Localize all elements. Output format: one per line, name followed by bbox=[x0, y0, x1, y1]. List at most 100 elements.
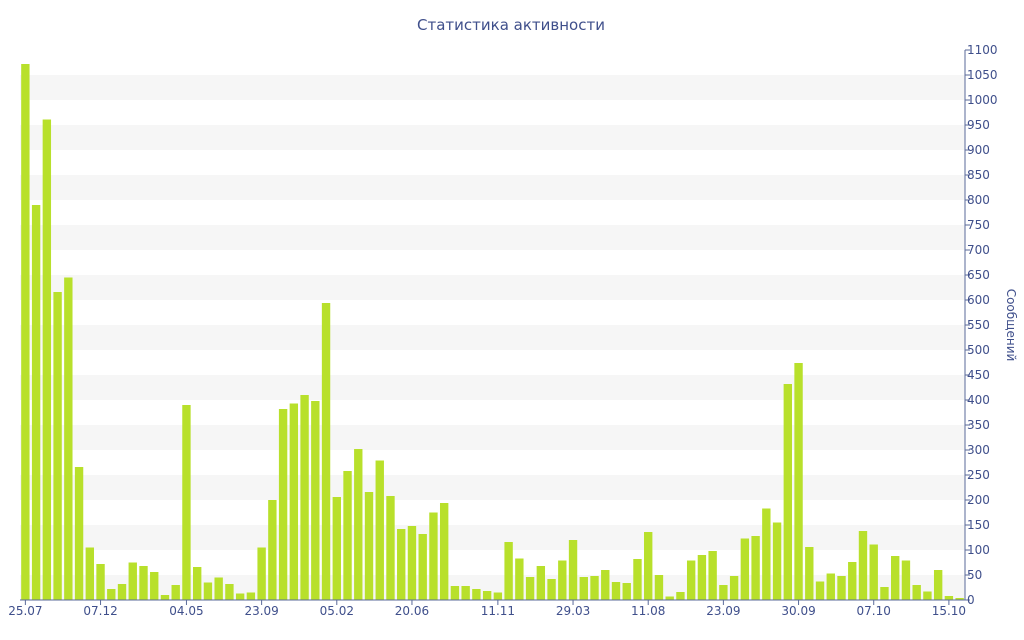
x-tick-label: 23.09 bbox=[244, 604, 278, 618]
bar bbox=[708, 551, 717, 600]
bar bbox=[654, 575, 664, 600]
bar bbox=[96, 564, 105, 600]
bar bbox=[880, 587, 889, 600]
bar bbox=[42, 119, 52, 600]
x-tick-label: 04.05 bbox=[169, 604, 203, 618]
y-tick-label: 800 bbox=[967, 193, 990, 207]
bar bbox=[772, 522, 782, 600]
bar bbox=[418, 534, 427, 600]
y-tick-label: 100 bbox=[967, 543, 990, 557]
bar bbox=[343, 471, 352, 600]
bar bbox=[869, 544, 878, 600]
bar bbox=[150, 572, 159, 600]
x-tick-label: 23.09 bbox=[706, 604, 740, 618]
bar bbox=[64, 277, 73, 600]
bar bbox=[107, 589, 116, 600]
grid-band bbox=[20, 125, 965, 150]
bar bbox=[783, 384, 792, 600]
bar bbox=[311, 401, 320, 600]
bar bbox=[891, 556, 900, 600]
bar bbox=[547, 579, 556, 600]
bar bbox=[300, 395, 309, 600]
bar bbox=[912, 585, 921, 600]
y-tick-label: 650 bbox=[967, 268, 990, 282]
bar bbox=[472, 589, 481, 600]
x-tick-label: 11.11 bbox=[481, 604, 515, 618]
bar bbox=[235, 593, 245, 600]
bar bbox=[160, 595, 170, 600]
grid-band bbox=[20, 275, 965, 300]
bar bbox=[665, 596, 674, 600]
bar bbox=[85, 547, 94, 600]
bar bbox=[257, 547, 266, 600]
bar bbox=[74, 467, 84, 600]
y-tick-label: 0 bbox=[967, 593, 975, 607]
y-tick-label: 150 bbox=[967, 518, 990, 532]
bar bbox=[203, 582, 213, 600]
grid-band bbox=[20, 425, 965, 450]
bar bbox=[407, 526, 417, 600]
y-tick-label: 750 bbox=[967, 218, 990, 232]
bar bbox=[332, 497, 341, 600]
bar bbox=[193, 567, 202, 600]
y-tick-label: 450 bbox=[967, 368, 990, 382]
x-tick-label: 30.09 bbox=[781, 604, 815, 618]
bar bbox=[525, 577, 535, 600]
bar bbox=[246, 592, 256, 600]
bar bbox=[515, 558, 524, 600]
bar bbox=[278, 409, 288, 600]
bar bbox=[21, 64, 30, 600]
bar bbox=[225, 584, 234, 600]
bar bbox=[601, 570, 610, 600]
grid-band bbox=[20, 75, 965, 100]
bar bbox=[622, 583, 631, 600]
x-tick-label: 20.06 bbox=[395, 604, 429, 618]
bar bbox=[397, 529, 406, 600]
y-tick-label: 300 bbox=[967, 443, 990, 457]
bar bbox=[128, 562, 137, 600]
bar bbox=[697, 555, 707, 600]
bar bbox=[686, 560, 696, 600]
bar bbox=[729, 576, 739, 600]
bar bbox=[633, 559, 642, 600]
grid-band bbox=[20, 525, 965, 550]
y-tick-label: 250 bbox=[967, 468, 990, 482]
bar bbox=[321, 303, 331, 600]
bar bbox=[450, 586, 460, 600]
bar bbox=[375, 460, 384, 600]
grid-bands bbox=[20, 75, 965, 600]
y-tick-label: 600 bbox=[967, 293, 990, 307]
bar bbox=[558, 560, 567, 600]
bar bbox=[214, 577, 223, 600]
bar bbox=[461, 586, 470, 600]
bar bbox=[171, 585, 180, 600]
bar bbox=[611, 582, 621, 600]
x-tick-label: 15.10 bbox=[932, 604, 966, 618]
grid-band bbox=[20, 175, 965, 200]
bar bbox=[386, 496, 395, 600]
y-tick-label: 850 bbox=[967, 168, 990, 182]
bar bbox=[762, 508, 771, 600]
bar bbox=[289, 403, 299, 600]
bar bbox=[439, 503, 449, 600]
bar bbox=[751, 536, 760, 600]
bar bbox=[901, 560, 911, 600]
bar bbox=[568, 540, 578, 600]
grid-band bbox=[20, 325, 965, 350]
bar bbox=[482, 591, 492, 600]
x-tick-label: 29.03 bbox=[556, 604, 590, 618]
x-axis-ticks: 25.07 07.12 04.05 23.09 05.02 20.06 11.11 29.03… bbox=[8, 600, 966, 618]
bars bbox=[21, 64, 964, 600]
bar bbox=[933, 570, 943, 600]
bar bbox=[740, 538, 750, 600]
bar bbox=[31, 205, 41, 600]
y-tick-label: 1050 bbox=[967, 68, 998, 82]
y-tick-label: 1000 bbox=[967, 93, 998, 107]
y-axis-ticks: 0 50 100 150 200 250 300 350 400 450 500 550 600 650 7… bbox=[965, 43, 998, 607]
y-tick-label: 500 bbox=[967, 343, 990, 357]
bar bbox=[536, 566, 546, 600]
bar bbox=[504, 542, 513, 600]
bar bbox=[354, 449, 363, 600]
y-tick-label: 400 bbox=[967, 393, 990, 407]
y-tick-label: 50 bbox=[967, 568, 982, 582]
